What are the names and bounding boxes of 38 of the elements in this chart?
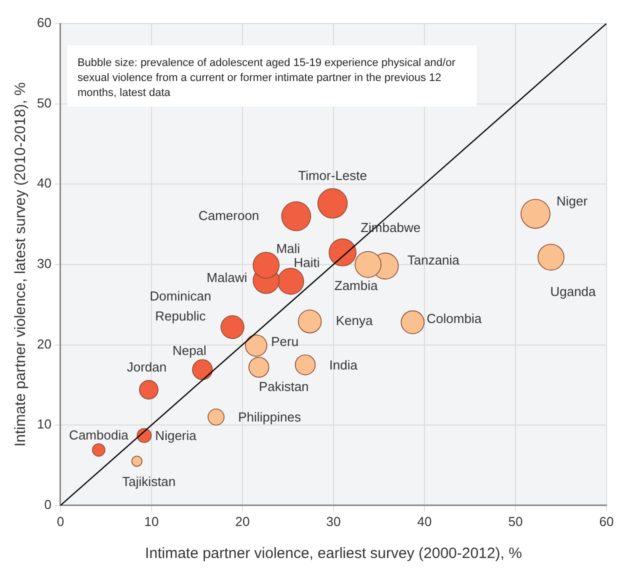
x-tick-label: 20 <box>235 514 250 529</box>
y-tick-label: 40 <box>36 176 52 191</box>
y-tick-label: 10 <box>36 416 52 432</box>
x-tick-label: 50 <box>508 514 523 529</box>
series-label: Niger <box>556 193 588 208</box>
series-label: Zambia <box>334 278 378 294</box>
y-tick-label: 20 <box>36 336 52 352</box>
x-tick-label: 30 <box>326 514 341 529</box>
series-label: Malawi <box>206 270 248 286</box>
series-label: Tajikistan <box>122 474 176 489</box>
series-label: Mali <box>276 240 300 256</box>
x-tick-label: 40 <box>417 514 432 529</box>
y-tick-label: 50 <box>36 95 52 110</box>
series-label: Tanzania <box>407 252 460 268</box>
series-label: Timor-Leste <box>298 168 368 183</box>
series-label: Philippines <box>238 410 302 425</box>
y-axis-title: Intimate partner violence, latest survey (2010-2018), % <box>12 82 30 447</box>
series-label: India <box>329 357 358 372</box>
series-label: Uganda <box>550 284 597 299</box>
series-label: Jordan <box>126 359 167 374</box>
series-label: Pakistan <box>258 378 309 394</box>
series-label: Peru <box>271 334 299 350</box>
annotation: Bubble size: prevalence of adolescent aged 15-19 experience physical and/or sexual violence from a current or former intimate partner in the previous 12 months, latest data <box>77 57 456 100</box>
y-tick-label: 0 <box>44 496 52 512</box>
x-axis-title: Intimate partner violence, earliest survey (2000-2012), % <box>145 545 522 562</box>
x-tick-label: 10 <box>144 514 159 529</box>
y-tick-label: 60 <box>36 15 52 30</box>
series-label: Kenya <box>336 313 374 328</box>
x-tick-label: 60 <box>599 514 614 529</box>
series-label: Haiti <box>294 254 320 270</box>
series-label: Colombia <box>426 310 482 326</box>
series-label: Nepal <box>172 343 207 358</box>
series-label: Cambodia <box>69 428 130 443</box>
series-label: Cameroon <box>198 208 260 223</box>
x-tick-label: 0 <box>56 514 64 529</box>
y-tick-label: 30 <box>36 256 52 272</box>
series-label: Dominican Republic <box>150 288 212 324</box>
series-label: Nigeria <box>155 428 198 444</box>
